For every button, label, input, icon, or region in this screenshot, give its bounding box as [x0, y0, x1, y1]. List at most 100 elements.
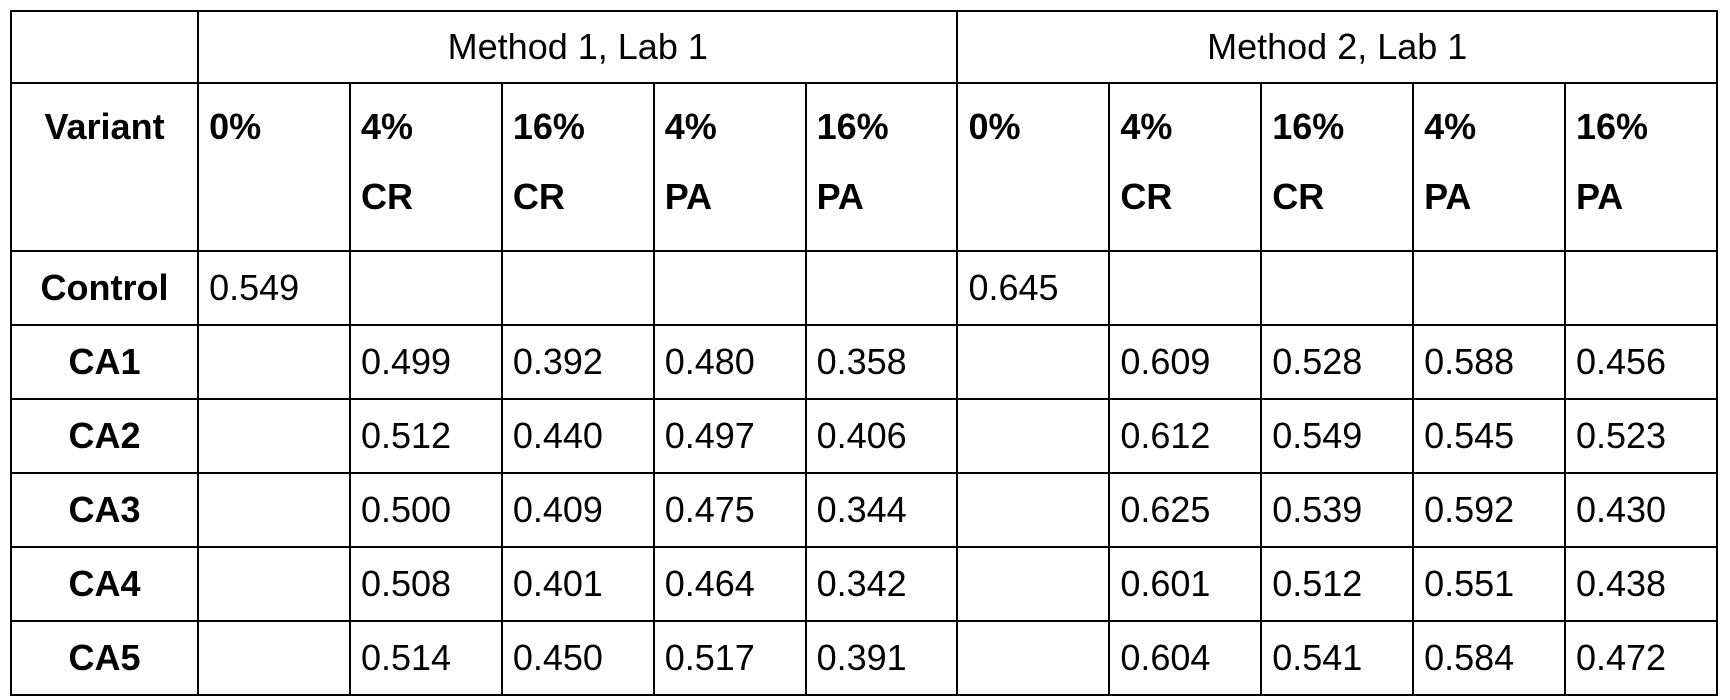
column-header-percent: 4%: [361, 92, 491, 162]
column-header-percent: 4%: [1120, 92, 1250, 162]
variant-cell: CA3: [11, 473, 198, 547]
value-cell: 0.541: [1261, 621, 1413, 695]
value-cell: 0.391: [806, 621, 958, 695]
variant-cell: CA1: [11, 325, 198, 399]
value-cell: 0.588: [1413, 325, 1565, 399]
value-cell: 0.523: [1565, 399, 1717, 473]
value-cell: 0.512: [350, 399, 502, 473]
value-cell: 0.528: [1261, 325, 1413, 399]
value-cell: 0.358: [806, 325, 958, 399]
value-cell: 0.545: [1413, 399, 1565, 473]
value-cell: 0.604: [1109, 621, 1261, 695]
variant-cell: CA4: [11, 547, 198, 621]
variant-cell: CA5: [11, 621, 198, 695]
value-cell: 0.409: [502, 473, 654, 547]
value-cell: 0.450: [502, 621, 654, 695]
column-header-percent: 16%: [817, 92, 947, 162]
value-cell: [502, 251, 654, 325]
value-cell: 0.549: [198, 251, 350, 325]
value-cell: 0.480: [654, 325, 806, 399]
value-cell: 0.645: [957, 251, 1109, 325]
value-cell: [957, 399, 1109, 473]
value-cell: [198, 621, 350, 695]
column-header-kind: CR: [513, 162, 643, 232]
table-row: CA4 0.508 0.401 0.464 0.342 0.601 0.512 …: [11, 547, 1717, 621]
value-cell: 0.612: [1109, 399, 1261, 473]
value-cell: 0.344: [806, 473, 958, 547]
value-cell: 0.592: [1413, 473, 1565, 547]
column-header-kind: CR: [361, 162, 491, 232]
column-header: 16%PA: [806, 83, 958, 251]
value-cell: [1109, 251, 1261, 325]
value-cell: [1261, 251, 1413, 325]
column-header: 4%CR: [1109, 83, 1261, 251]
value-cell: [1413, 251, 1565, 325]
column-header-percent: 4%: [1424, 92, 1554, 162]
corner-cell: [11, 11, 198, 83]
value-cell: 0.601: [1109, 547, 1261, 621]
value-cell: 0.508: [350, 547, 502, 621]
table-row: CA3 0.500 0.409 0.475 0.344 0.625 0.539 …: [11, 473, 1717, 547]
value-cell: 0.549: [1261, 399, 1413, 473]
variant-cell: CA2: [11, 399, 198, 473]
group-header-method1: Method 1, Lab 1: [198, 11, 957, 83]
column-header: 16%PA: [1565, 83, 1717, 251]
value-cell: 0.456: [1565, 325, 1717, 399]
column-header-row: Variant 0% 4%CR 16%CR 4%PA 16%PA 0% 4%CR…: [11, 83, 1717, 251]
value-cell: 0.539: [1261, 473, 1413, 547]
column-header-kind: PA: [1424, 162, 1554, 232]
value-cell: [806, 251, 958, 325]
column-header-kind: PA: [817, 162, 947, 232]
column-header-percent: 0%: [209, 92, 339, 162]
column-header-percent: 4%: [665, 92, 795, 162]
column-header: 0%: [198, 83, 350, 251]
group-header-method2: Method 2, Lab 1: [957, 11, 1717, 83]
value-cell: [957, 473, 1109, 547]
value-cell: 0.514: [350, 621, 502, 695]
value-cell: 0.625: [1109, 473, 1261, 547]
variant-cell: Control: [11, 251, 198, 325]
value-cell: 0.499: [350, 325, 502, 399]
table-row: CA5 0.514 0.450 0.517 0.391 0.604 0.541 …: [11, 621, 1717, 695]
column-header: 4%CR: [350, 83, 502, 251]
column-header: 4%PA: [1413, 83, 1565, 251]
column-header-percent: 16%: [1272, 92, 1402, 162]
value-cell: 0.475: [654, 473, 806, 547]
value-cell: [957, 547, 1109, 621]
variant-header: Variant: [11, 83, 198, 251]
column-header: 16%CR: [502, 83, 654, 251]
value-cell: [198, 399, 350, 473]
value-cell: 0.500: [350, 473, 502, 547]
value-cell: 0.551: [1413, 547, 1565, 621]
value-cell: [1565, 251, 1717, 325]
value-cell: [350, 251, 502, 325]
column-header: 16%CR: [1261, 83, 1413, 251]
value-cell: [654, 251, 806, 325]
table-row: CA1 0.499 0.392 0.480 0.358 0.609 0.528 …: [11, 325, 1717, 399]
value-cell: 0.497: [654, 399, 806, 473]
value-cell: 0.401: [502, 547, 654, 621]
column-header-kind: PA: [665, 162, 795, 232]
value-cell: 0.584: [1413, 621, 1565, 695]
group-header-row: Method 1, Lab 1 Method 2, Lab 1: [11, 11, 1717, 83]
column-header: 4%PA: [654, 83, 806, 251]
column-header-percent: 16%: [513, 92, 643, 162]
column-header-percent: 16%: [1576, 92, 1706, 162]
value-cell: 0.438: [1565, 547, 1717, 621]
value-cell: [198, 547, 350, 621]
value-cell: [957, 325, 1109, 399]
value-cell: 0.472: [1565, 621, 1717, 695]
value-cell: 0.406: [806, 399, 958, 473]
value-cell: [198, 325, 350, 399]
table-row: CA2 0.512 0.440 0.497 0.406 0.612 0.549 …: [11, 399, 1717, 473]
column-header-kind: CR: [1120, 162, 1250, 232]
column-header: 0%: [957, 83, 1109, 251]
value-cell: 0.464: [654, 547, 806, 621]
value-cell: 0.512: [1261, 547, 1413, 621]
column-header-kind: PA: [1576, 162, 1706, 232]
column-header-kind: CR: [1272, 162, 1402, 232]
results-table: Method 1, Lab 1 Method 2, Lab 1 Variant …: [10, 10, 1718, 696]
value-cell: 0.392: [502, 325, 654, 399]
value-cell: 0.430: [1565, 473, 1717, 547]
value-cell: 0.440: [502, 399, 654, 473]
